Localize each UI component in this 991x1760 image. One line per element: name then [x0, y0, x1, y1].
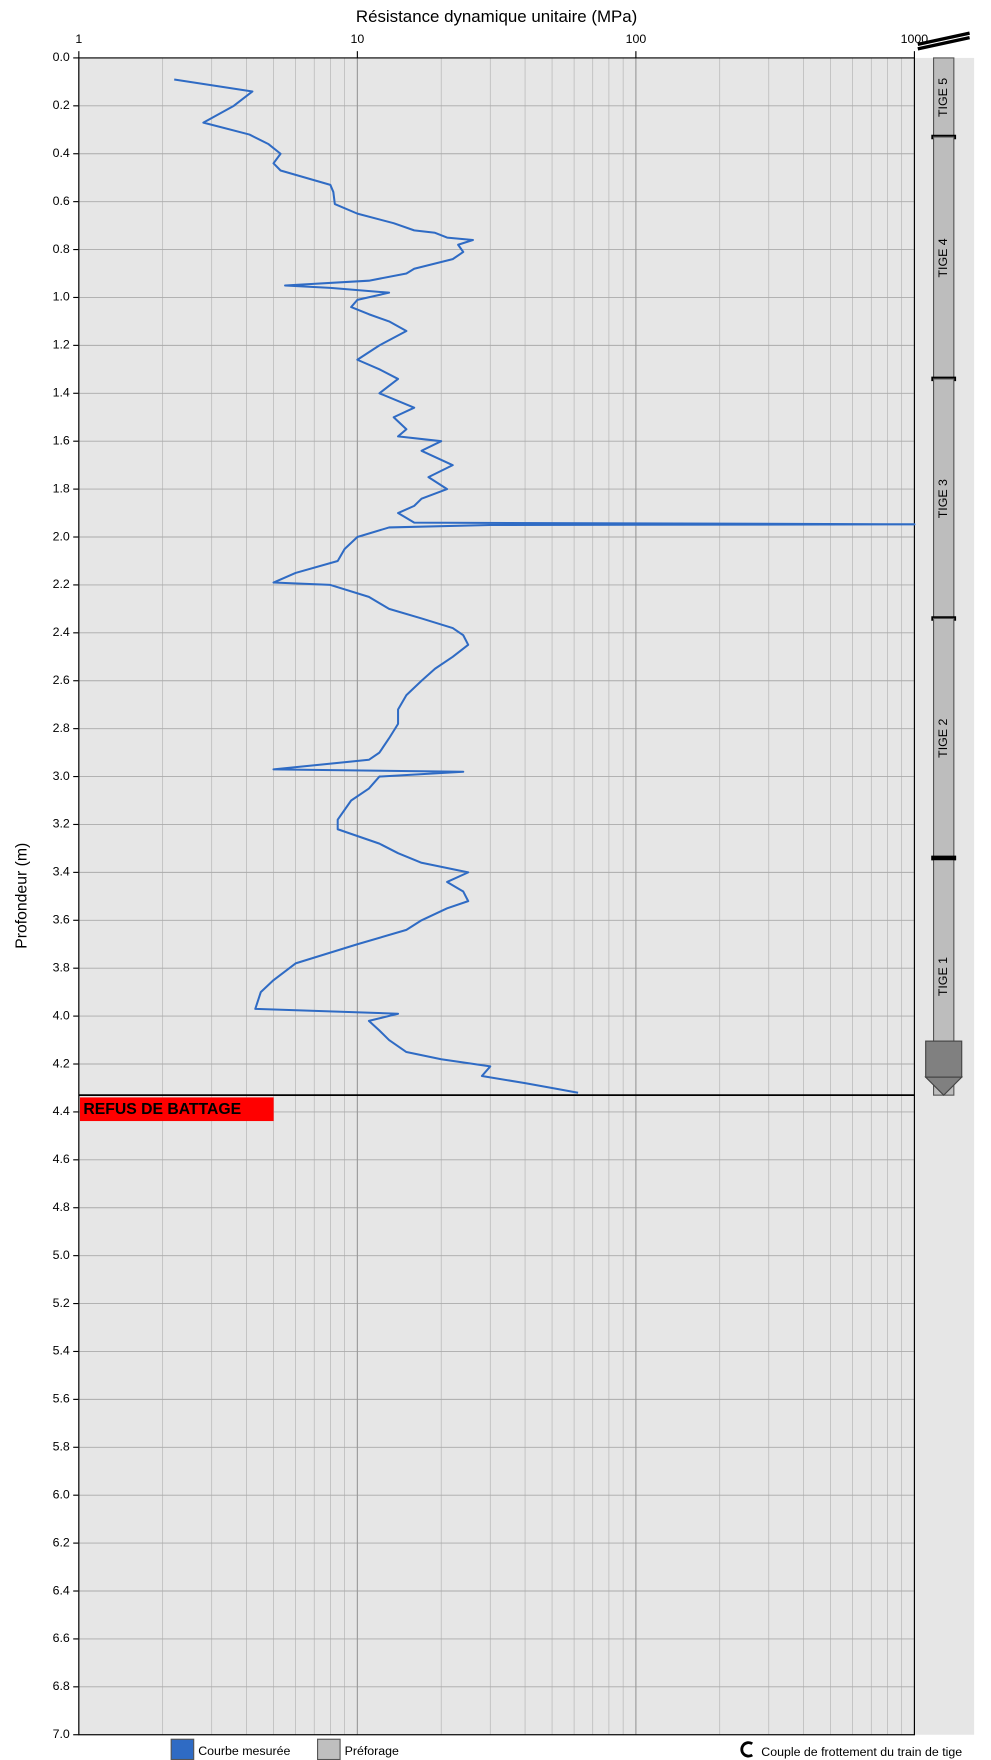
legend-label: Préforage — [345, 1744, 399, 1758]
y-tick-label: 3.2 — [53, 817, 70, 831]
y-tick-label: 4.8 — [53, 1200, 70, 1214]
y-tick-label: 0.4 — [53, 146, 70, 160]
y-tick-label: 0.8 — [53, 242, 70, 256]
plot-bg — [78, 57, 915, 1735]
legend-swatch — [317, 1738, 341, 1760]
y-tick-label: 2.4 — [53, 625, 70, 639]
y-tick-label: 4.4 — [53, 1104, 70, 1118]
rod-label: TIGE 3 — [936, 479, 950, 518]
legend-label: Couple de frottement du train de tige — [761, 1745, 962, 1759]
y-tick-label: 2.8 — [53, 721, 70, 735]
y-tick-label: 2.2 — [53, 577, 70, 591]
legend-label: Courbe mesurée — [198, 1744, 290, 1758]
y-tick-label: 6.8 — [53, 1679, 70, 1693]
legend-icon — [740, 1741, 754, 1758]
y-tick-label: 4.6 — [53, 1152, 70, 1166]
y-tick-label: 4.0 — [53, 1008, 70, 1022]
y-tick-label: 1.6 — [53, 433, 70, 447]
y-tick-label: 2.0 — [53, 529, 70, 543]
y-tick-label: 1.2 — [53, 338, 70, 352]
x-tick-label: 10 — [350, 32, 364, 46]
y-tick-label: 4.2 — [53, 1056, 70, 1070]
y-tick-label: 3.8 — [53, 960, 70, 974]
y-tick-label: 5.6 — [53, 1392, 70, 1406]
y-tick-label: 1.4 — [53, 386, 70, 400]
y-tick-label: 1.0 — [53, 290, 70, 304]
plot-frame — [78, 57, 915, 1736]
y-tick-label: 6.6 — [53, 1631, 70, 1645]
y-tick-label: 3.4 — [53, 865, 70, 879]
y-tick-label: 6.0 — [53, 1487, 70, 1501]
cone-body — [925, 1040, 963, 1078]
y-tick-label: 3.6 — [53, 913, 70, 927]
y-tick-label: 3.0 — [53, 769, 70, 783]
data-line — [174, 78, 916, 1094]
layer: 0.0 0.2 0.4 0.6 0.8 1.0 1.2 1.4 1.6 1.8 2.0 2.2 2.4 2… — [53, 31, 970, 1760]
rod-top-break — [917, 31, 970, 51]
y-tick-label: 0.0 — [53, 50, 70, 64]
y-tick-label: 0.2 — [53, 98, 70, 112]
y-tick-label: 5.8 — [53, 1440, 70, 1454]
y-tick-label: 5.0 — [53, 1248, 70, 1262]
x-tick-label: 1 — [75, 32, 82, 46]
rod-label: TIGE 4 — [936, 238, 950, 277]
refusal-label: REFUS DE BATTAGE — [83, 1101, 241, 1118]
y-tick-label: 5.2 — [53, 1296, 70, 1310]
y-tick-label: 0.6 — [53, 194, 70, 208]
y-tick-label: 5.4 — [53, 1344, 70, 1358]
rod-label: TIGE 5 — [936, 78, 950, 117]
y-tick-label: 7.0 — [53, 1727, 70, 1741]
cone-tip — [924, 1076, 964, 1096]
y-tick-label: 6.4 — [53, 1583, 70, 1597]
legend-swatch — [170, 1738, 195, 1760]
y-tick-label: 6.2 — [53, 1535, 70, 1549]
y-tick-label: 1.8 — [53, 481, 70, 495]
rod-label: TIGE 1 — [936, 957, 950, 996]
rod-label: TIGE 2 — [936, 719, 950, 758]
x-tick-label: 100 — [626, 32, 647, 46]
y-axis-title: Profondeur (m) — [14, 843, 31, 949]
y-tick-label: 2.6 — [53, 673, 70, 687]
x-axis-title: Résistance dynamique unitaire (MPa) — [356, 7, 637, 26]
refusal-box — [79, 1097, 274, 1122]
